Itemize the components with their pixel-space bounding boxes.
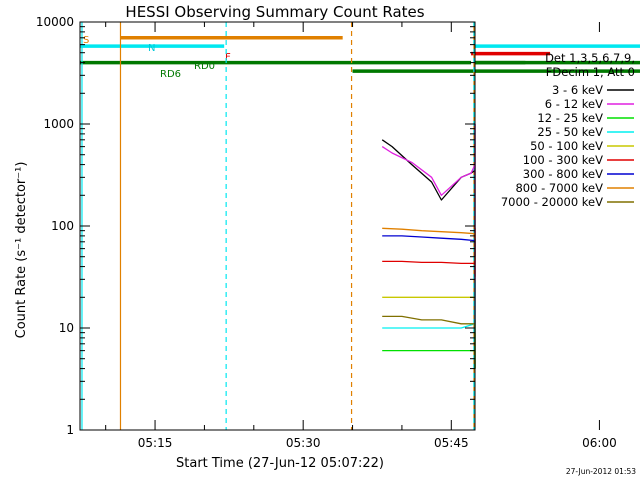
- legend-entry: 7000 - 20000 keV: [501, 195, 603, 209]
- series-line: [381, 123, 476, 369]
- x-axis-label: Start Time (27-Jun-12 05:07:22): [176, 456, 384, 471]
- state-bar-label: RD0: [194, 61, 215, 72]
- x-tick-label: 06:00: [582, 436, 617, 450]
- legend: Det 1,3,5,6,7,9,FDecim 1, Att 0 3 - 6 keV…: [501, 51, 635, 209]
- y-tick-label: 10000: [36, 15, 74, 29]
- state-bars: S N RD0 RD6 F: [80, 35, 640, 80]
- series-line: [382, 332, 476, 370]
- y-axis-label: Count Rate (s⁻¹ detector⁻¹): [14, 162, 29, 339]
- event-lines: [81, 22, 475, 430]
- y-tick-label: 100: [51, 219, 74, 233]
- series-line: [382, 315, 476, 370]
- series-line: [381, 123, 476, 324]
- y-axis: 1 10 100 1000 10000: [36, 15, 475, 437]
- state-bar-label: F: [225, 52, 231, 63]
- legend-entry: 3 - 6 keV: [552, 83, 603, 97]
- state-bar-label: RD6: [160, 69, 181, 80]
- legend-header: Det 1,3,5,6,7,9,: [545, 51, 635, 65]
- x-tick-label: 05:30: [286, 436, 321, 450]
- legend-entry: 800 - 7000 keV: [515, 181, 603, 195]
- legend-entry: 25 - 50 keV: [537, 125, 603, 139]
- series-line: [382, 227, 476, 262]
- x-tick-label: 05:45: [434, 436, 469, 450]
- legend-entry: 6 - 12 keV: [545, 97, 603, 111]
- state-bar-label: S: [83, 35, 89, 46]
- state-bar-label: N: [148, 43, 155, 54]
- legend-entry: 12 - 25 keV: [537, 111, 603, 125]
- legend-entry: 50 - 100 keV: [530, 139, 603, 153]
- y-tick-label: 1000: [43, 117, 74, 131]
- series-line: [382, 280, 476, 333]
- series-lines: [381, 123, 476, 370]
- footer-timestamp: 27-Jun-2012 01:53: [566, 467, 636, 476]
- y-tick-label: 1: [66, 423, 74, 437]
- legend-entry: 100 - 300 keV: [523, 153, 603, 167]
- series-line: [382, 235, 476, 258]
- chart-title: HESSI Observing Summary Count Rates: [125, 3, 424, 21]
- plot-frame: [79, 21, 476, 431]
- x-tick-label: 05:15: [138, 436, 173, 450]
- y-tick-label: 10: [59, 321, 74, 335]
- legend-header: FDecim 1, Att 0: [546, 65, 635, 79]
- legend-entry: 300 - 800 keV: [523, 167, 603, 181]
